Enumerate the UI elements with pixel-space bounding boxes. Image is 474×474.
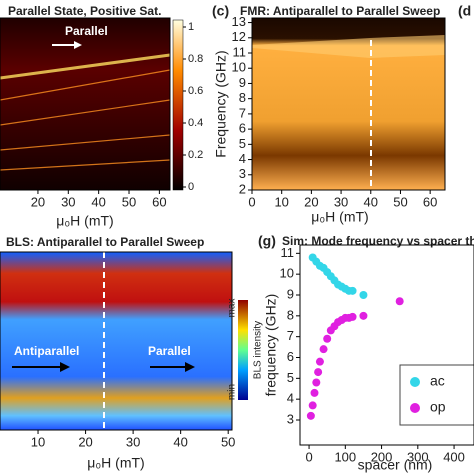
arrow-head xyxy=(60,362,70,372)
plot-frame xyxy=(251,17,446,191)
y-tick-label: 3 xyxy=(287,411,294,426)
panel-label: (d xyxy=(458,3,471,19)
y-tick-label: 9 xyxy=(239,75,246,90)
colorbar-label: BLS intensity xyxy=(253,321,264,379)
panel-label: (g) xyxy=(258,233,276,249)
x-tick-label: 40 xyxy=(364,194,378,209)
y-tick-label: 12 xyxy=(232,29,246,44)
chart-title: Sim: Mode frequency vs spacer th xyxy=(282,234,474,248)
point xyxy=(319,345,328,354)
y-tick-label: 7 xyxy=(239,105,246,120)
y-tick-label: 10 xyxy=(232,60,246,75)
y-tick-label: 10 xyxy=(280,266,294,281)
x-axis-label: μ₀H (mT) xyxy=(87,455,144,471)
point xyxy=(315,357,324,366)
colorbar-tick-label: 0.8 xyxy=(188,53,203,65)
y-tick-label: 4 xyxy=(287,391,294,406)
x-tick-label: 30 xyxy=(61,194,75,209)
annotation: Parallel xyxy=(148,344,191,358)
point xyxy=(310,388,319,397)
y-tick-label: 8 xyxy=(287,307,294,322)
y-tick-label: 2 xyxy=(239,181,246,196)
point xyxy=(395,297,404,306)
colorbar-tick-label: 0.2 xyxy=(188,149,203,161)
point xyxy=(306,411,315,420)
point xyxy=(323,334,332,343)
colorbar xyxy=(172,19,184,191)
point xyxy=(348,312,357,321)
y-tick-label: 13 xyxy=(232,14,246,29)
arrow-head xyxy=(74,41,82,49)
legend-label: op xyxy=(430,399,446,415)
x-axis-label: spacer (nm) xyxy=(358,457,433,473)
heatmap-streaks xyxy=(0,53,171,171)
x-tick-label: 50 xyxy=(122,194,136,209)
chart-title: Parallel State, Positive Sat. xyxy=(8,4,161,18)
x-tick-label: 10 xyxy=(31,434,45,449)
y-tick-label: 11 xyxy=(281,245,295,260)
arrow-head xyxy=(185,362,195,372)
x-tick-label: 100 xyxy=(334,449,356,464)
point xyxy=(359,291,368,299)
x-tick-label: 30 xyxy=(334,194,348,209)
colorbar-tick-label: 1 xyxy=(188,21,194,33)
x-tick-label: 30 xyxy=(126,434,140,449)
x-tick-label: 60 xyxy=(423,194,437,209)
x-tick-label: 20 xyxy=(31,194,45,209)
x-tick-label: 400 xyxy=(443,449,465,464)
x-tick-label: 50 xyxy=(221,434,235,449)
colorbar xyxy=(238,300,248,400)
x-tick-label: 200 xyxy=(371,449,393,464)
x-tick-label: 50 xyxy=(393,194,407,209)
plot-frame xyxy=(0,251,233,431)
x-tick-label: 60 xyxy=(152,194,166,209)
x-tick-label: 40 xyxy=(173,434,187,449)
chart-title: BLS: Antiparallel to Parallel Sweep xyxy=(6,235,204,249)
x-axis-label: μ₀H (mT) xyxy=(56,213,113,229)
point xyxy=(359,311,368,320)
colorbar-max: max xyxy=(227,299,238,318)
plot-frame xyxy=(0,17,171,191)
legend-box xyxy=(399,364,474,426)
x-tick-label: 40 xyxy=(91,194,105,209)
colorbar-tick-label: 0 xyxy=(188,181,194,193)
annotation: Parallel xyxy=(65,24,108,38)
x-axis-label: μ₀H (mT) xyxy=(311,209,368,225)
x-tick-label: 10 xyxy=(274,194,288,209)
x-tick-label: 20 xyxy=(304,194,318,209)
chart-title: FMR: Antiparallel to Parallel Sweep xyxy=(240,4,440,18)
legend-label: ac xyxy=(430,373,445,389)
legend-marker xyxy=(410,403,420,413)
y-tick-label: 5 xyxy=(239,136,246,151)
y-tick-label: 6 xyxy=(287,349,294,364)
y-tick-label: 8 xyxy=(239,90,246,105)
y-tick-label: 6 xyxy=(239,121,246,136)
point xyxy=(312,378,321,387)
heatmap-image xyxy=(0,252,232,430)
heatmap-band xyxy=(252,35,445,58)
point xyxy=(314,368,323,377)
point xyxy=(308,401,317,410)
panel-label: (c) xyxy=(212,3,229,19)
y-tick-label: 7 xyxy=(287,328,294,343)
x-tick-label: 0 xyxy=(305,449,312,464)
y-axis-label: Frequency (GHz) xyxy=(213,50,229,157)
legend-marker xyxy=(410,377,420,387)
y-tick-label: 3 xyxy=(239,166,246,181)
x-tick-label: 20 xyxy=(78,434,92,449)
annotation: Antiparallel xyxy=(14,344,79,358)
colorbar-tick-label: 0.4 xyxy=(188,117,203,129)
x-tick-label: 300 xyxy=(407,449,429,464)
y-axis-label: frequency (GHz) xyxy=(263,294,279,397)
y-tick-label: 4 xyxy=(239,151,246,166)
x-tick-label: 0 xyxy=(248,194,255,209)
colorbar-min: min xyxy=(227,384,238,400)
colorbar-tick-label: 0.6 xyxy=(188,85,203,97)
y-tick-label: 5 xyxy=(287,370,294,385)
y-tick-label: 11 xyxy=(233,44,247,59)
plot-frame xyxy=(299,244,474,446)
y-tick-label: 9 xyxy=(287,286,294,301)
point xyxy=(348,286,357,295)
